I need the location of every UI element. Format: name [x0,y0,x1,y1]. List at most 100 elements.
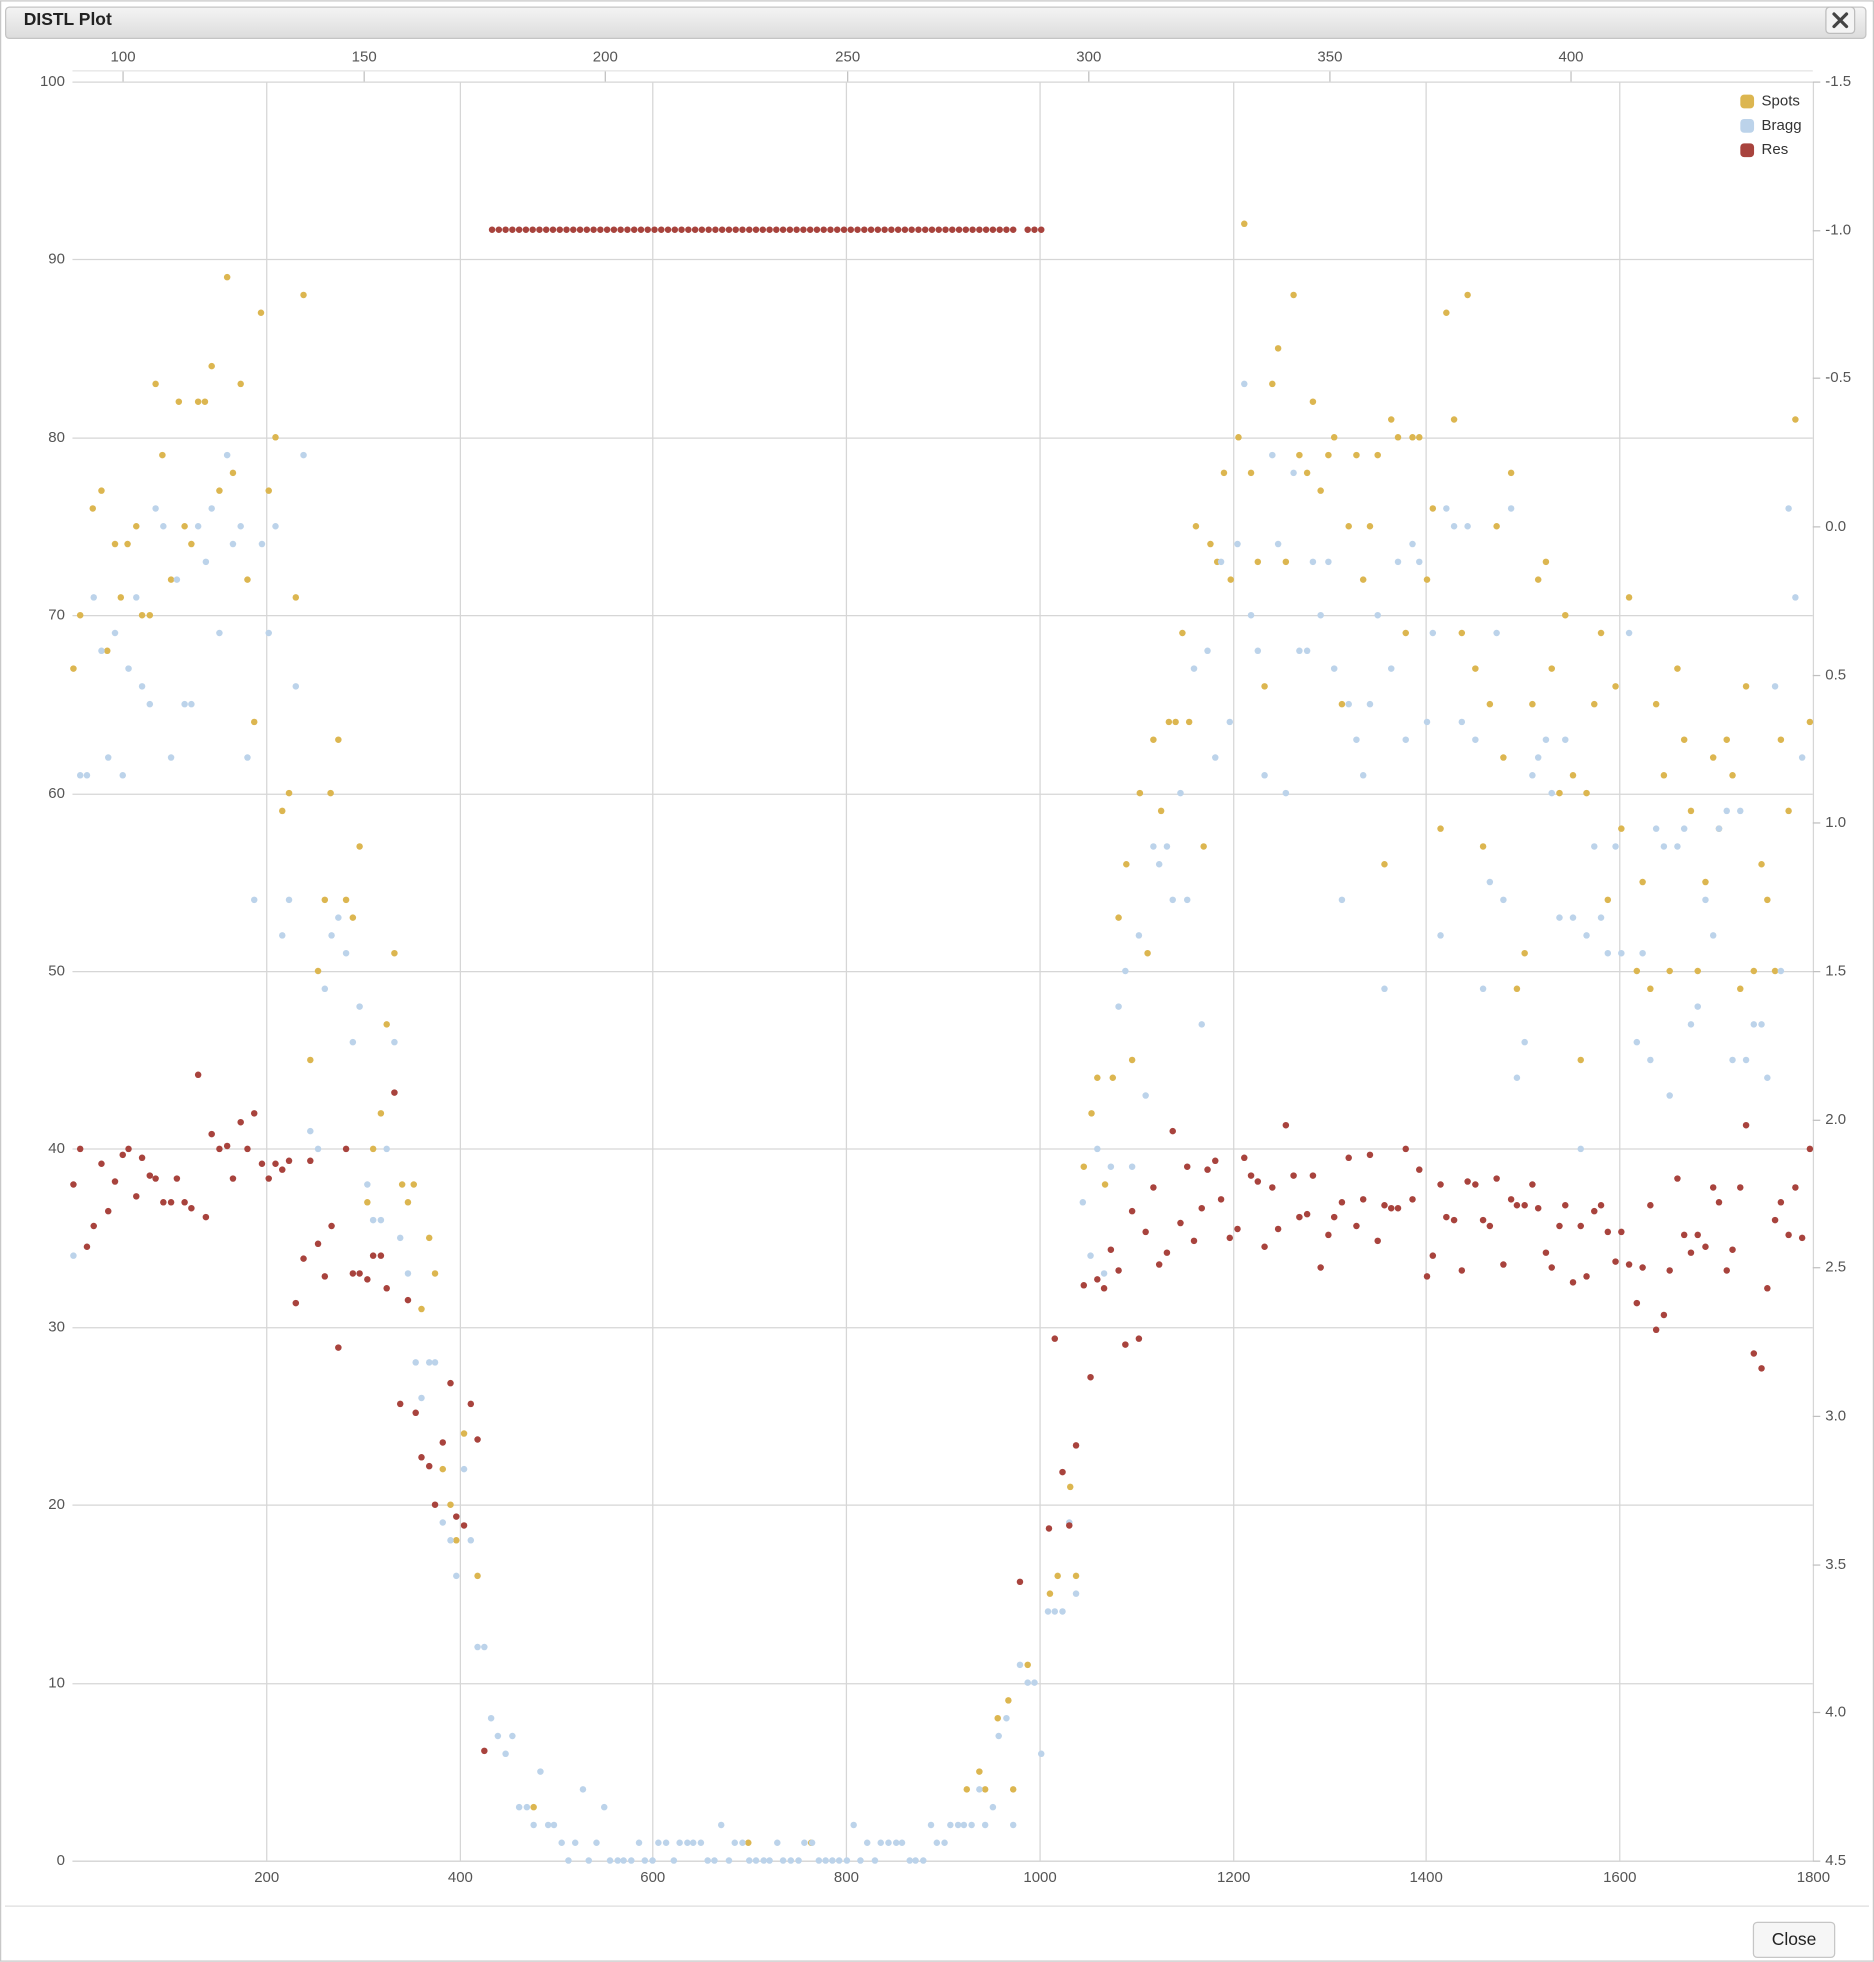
point [474,1436,481,1443]
x2-tick-label: 400 [1559,49,1584,66]
point [194,398,202,405]
point [1003,1714,1010,1722]
point [888,226,895,233]
point [307,1056,314,1064]
point [1450,522,1458,530]
point [689,1839,697,1846]
point [1771,683,1779,690]
point [1633,1038,1641,1046]
point [644,226,651,233]
point [1639,878,1646,886]
point [1094,1276,1101,1283]
point [1464,291,1471,299]
point [138,611,146,619]
point [1633,1299,1641,1307]
point [1666,967,1673,975]
point [610,226,618,233]
point [404,1270,412,1277]
y-tick-label: 50 [48,963,65,980]
point [1806,718,1814,726]
point [664,226,672,233]
point [1009,1786,1017,1793]
point [439,1519,447,1526]
point [1142,1092,1149,1099]
close-icon[interactable] [1825,6,1856,35]
point [843,1857,851,1864]
point [265,1175,272,1182]
point [321,1273,329,1280]
point [1282,789,1290,797]
point [1771,967,1779,975]
y2-tick-label: -1.0 [1825,222,1851,239]
point [1072,1590,1080,1597]
point [194,1071,202,1079]
point [1051,1335,1059,1342]
point [585,1857,593,1864]
point [766,226,773,233]
point [1115,914,1122,921]
legend-swatch [1740,118,1755,133]
point [404,1199,412,1206]
point [314,1145,322,1153]
point [1423,1273,1431,1280]
point [1374,451,1381,459]
point [549,226,557,233]
point [1353,736,1360,743]
point [1165,718,1173,726]
point [216,487,223,494]
point [1325,558,1332,566]
point [285,896,293,904]
point [556,226,563,233]
point [815,1857,823,1864]
point [300,1255,307,1262]
point [1429,629,1437,637]
point [1261,772,1268,779]
point [188,540,195,548]
point [1269,451,1276,459]
point [279,1166,286,1173]
point [1548,789,1555,797]
point [138,1154,146,1162]
point [1261,1243,1268,1251]
point [1107,1246,1115,1253]
point [152,380,159,388]
point [1409,434,1416,441]
point [583,226,591,233]
point [364,1276,371,1283]
point [133,594,140,601]
point [1185,718,1193,726]
point [335,1344,342,1351]
close-button[interactable]: Close [1752,1921,1836,1958]
point [453,1572,460,1580]
point [1177,1219,1184,1227]
point [725,226,733,233]
point [1591,700,1598,708]
point [1443,1213,1450,1221]
point [1107,1163,1115,1170]
point [1303,1210,1311,1218]
point [76,611,84,619]
point [745,1839,752,1846]
point [237,1118,244,1126]
legend-label: Spots [1762,92,1800,109]
point [1359,576,1367,583]
point [76,1145,84,1153]
point [1330,665,1338,672]
close-button-label[interactable]: Close [1772,1929,1817,1949]
point [1647,985,1654,993]
point [1317,487,1324,494]
point [70,1252,77,1259]
point [867,226,875,233]
point [1163,1249,1171,1256]
x-tick-label: 1200 [1217,1869,1250,1886]
point [1136,789,1144,797]
point [1750,1021,1758,1028]
point [565,1857,572,1864]
point [536,226,543,233]
point [1742,1121,1750,1129]
point [181,522,188,530]
series-2 [70,226,1814,1755]
point [1625,629,1633,637]
point [229,1175,237,1182]
point [1009,1821,1017,1829]
